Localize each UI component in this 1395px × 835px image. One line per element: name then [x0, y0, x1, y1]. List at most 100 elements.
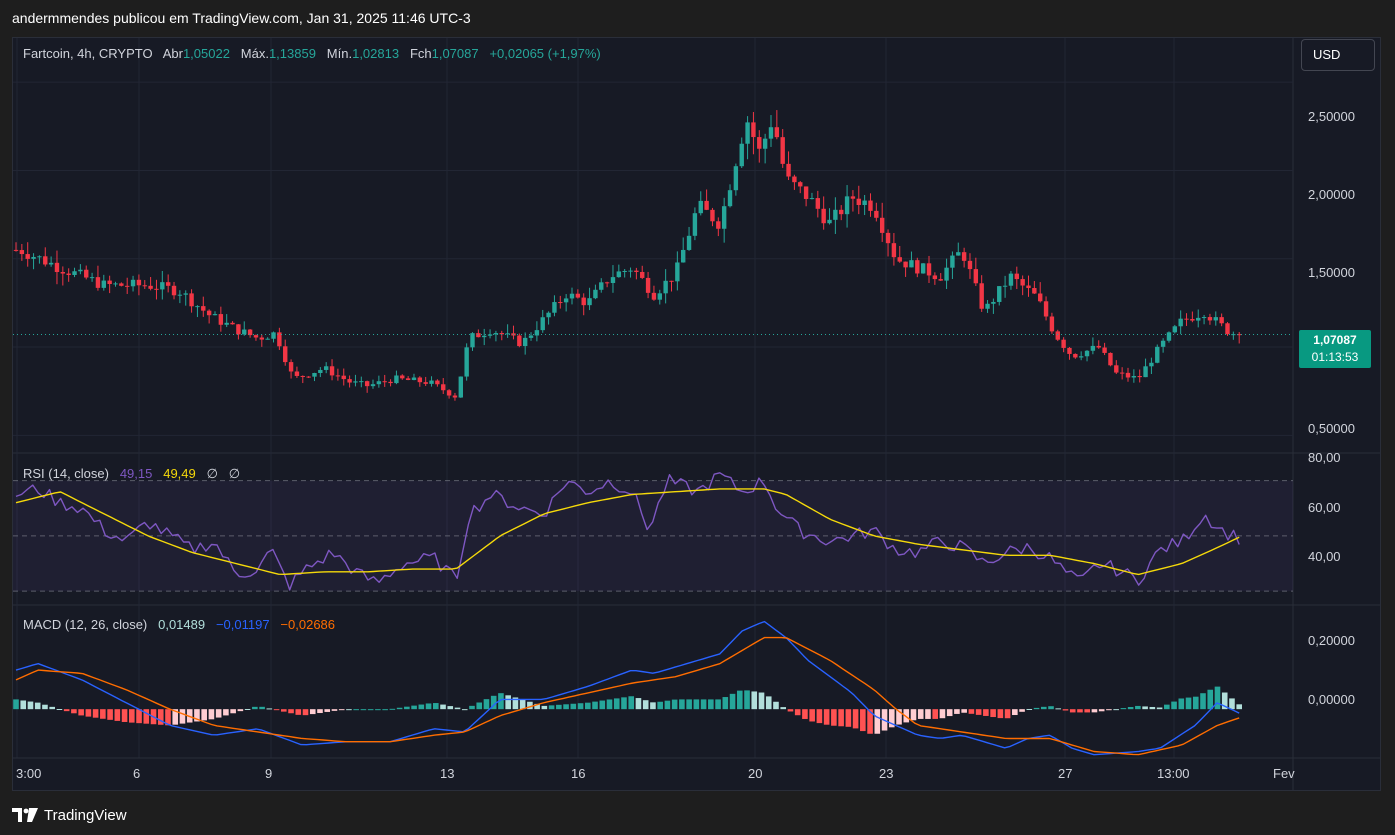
- macd-histogram-bar: [845, 709, 852, 727]
- time-axis-label: Fev: [1273, 766, 1295, 781]
- candle-body: [1038, 293, 1043, 302]
- macd-histogram-bar: [1229, 698, 1235, 710]
- macd-histogram-bar: [259, 706, 265, 710]
- candle-body: [253, 335, 259, 338]
- macd-histogram-bar: [519, 699, 526, 710]
- macd-histogram-bar: [751, 691, 758, 710]
- candle-body: [405, 378, 411, 381]
- macd-histogram-bar: [404, 706, 410, 710]
- macd-histogram-bar: [13, 699, 19, 710]
- macd-histogram-bar: [563, 704, 569, 710]
- candle-body: [879, 217, 885, 233]
- symbol-info[interactable]: Fartcoin, 4h, CRYPTO: [23, 46, 153, 61]
- macd-histogram-bar: [606, 699, 613, 710]
- candle-body: [171, 285, 177, 296]
- macd-histogram-bar: [440, 704, 446, 710]
- candle-body: [944, 267, 949, 281]
- close-label: Fch: [409, 46, 432, 61]
- macd-histogram-bar: [114, 709, 121, 721]
- macd-histogram-bar: [201, 709, 207, 721]
- macd-histogram-bar: [20, 700, 27, 710]
- candle-body: [599, 282, 604, 290]
- time-axis-label: 3:00: [16, 766, 42, 781]
- candle-body: [54, 262, 60, 273]
- macd-histogram-bar: [823, 709, 830, 725]
- candle-body: [382, 381, 387, 383]
- macd-signal-value: −0,02686: [280, 617, 336, 632]
- macd-histogram-bar: [729, 693, 736, 710]
- candle-body: [622, 270, 627, 272]
- macd-histogram-bar: [469, 705, 475, 710]
- macd-histogram-bar: [1033, 707, 1040, 710]
- candle-body: [1219, 317, 1224, 324]
- candle-countdown: 01:13:53: [1311, 350, 1359, 364]
- macd-histogram-bar: [324, 709, 331, 712]
- macd-histogram-bar: [1164, 704, 1170, 710]
- candle-body: [201, 306, 206, 311]
- candle-body: [394, 375, 399, 384]
- footer-brand[interactable]: TradingView: [12, 805, 127, 825]
- candle-body: [727, 190, 733, 207]
- candle-body: [212, 314, 218, 316]
- macd-histogram-bar: [1221, 692, 1228, 710]
- candle-body: [517, 335, 522, 347]
- low-label: Mín.: [326, 46, 353, 61]
- candle-body: [716, 221, 721, 229]
- candle-body: [587, 298, 592, 306]
- candle-body: [148, 285, 153, 289]
- candle-body: [60, 272, 66, 274]
- candle-body: [160, 282, 165, 290]
- macd-histogram-bar: [252, 706, 258, 710]
- candle-body: [610, 277, 616, 284]
- candle-body: [850, 196, 856, 199]
- macd-histogram-bar: [722, 697, 729, 710]
- macd-histogram-bar: [671, 699, 678, 710]
- macd-histogram-bar: [794, 709, 801, 716]
- candle-body: [704, 200, 709, 210]
- candle-body: [206, 310, 212, 316]
- macd-histogram-bar: [432, 703, 439, 710]
- candle-body: [154, 288, 159, 290]
- macd-histogram-bar: [715, 699, 721, 710]
- macd-histogram-bar: [498, 693, 504, 710]
- open-label: Abr: [162, 46, 183, 61]
- macd-histogram-bar: [78, 709, 84, 716]
- macd-histogram-bar: [237, 709, 244, 712]
- macd-histogram-bar: [1069, 709, 1076, 713]
- candle-body: [482, 335, 487, 338]
- candle-body: [903, 261, 908, 268]
- candle-body: [312, 372, 317, 377]
- rsi-extra-1: ∅: [206, 466, 218, 481]
- candle-body: [821, 208, 826, 224]
- macd-histogram-bar: [512, 697, 519, 710]
- macd-histogram-bar: [657, 701, 663, 710]
- macd-histogram-bar: [92, 709, 99, 718]
- candle-body: [967, 260, 973, 270]
- price-axis-label: 2,00000: [1308, 187, 1355, 202]
- candle-body: [446, 390, 452, 396]
- chart-frame[interactable]: Fartcoin, 4h, CRYPTO Abr1,05022 Máx.1,13…: [12, 37, 1381, 791]
- candle-body: [247, 329, 253, 336]
- rsi-title[interactable]: RSI (14, close): [23, 466, 109, 481]
- candle-body: [452, 395, 458, 398]
- candle-body: [669, 280, 674, 282]
- macd-histogram-bar: [787, 709, 794, 712]
- macd-histogram-bar: [642, 700, 649, 710]
- candle-body: [856, 198, 861, 206]
- candle-body: [1213, 317, 1218, 321]
- candle-body: [1125, 372, 1131, 378]
- candle-body: [113, 283, 118, 285]
- currency-button[interactable]: USD: [1301, 39, 1375, 71]
- macd-histogram-bar: [1113, 709, 1119, 711]
- high-label: Máx.: [240, 46, 269, 61]
- chart-canvas[interactable]: [13, 38, 1381, 791]
- candle-body: [663, 280, 668, 294]
- candle-body: [265, 338, 270, 340]
- candle-body: [487, 334, 493, 336]
- candle-body: [125, 285, 130, 287]
- macd-histogram-bar: [968, 709, 975, 714]
- macd-title[interactable]: MACD (12, 26, close): [23, 617, 148, 632]
- macd-histogram-bar: [49, 706, 55, 710]
- macd-histogram-bar: [1171, 701, 1177, 710]
- macd-legend: MACD (12, 26, close) 0,01489 −0,01197 −0…: [23, 617, 335, 632]
